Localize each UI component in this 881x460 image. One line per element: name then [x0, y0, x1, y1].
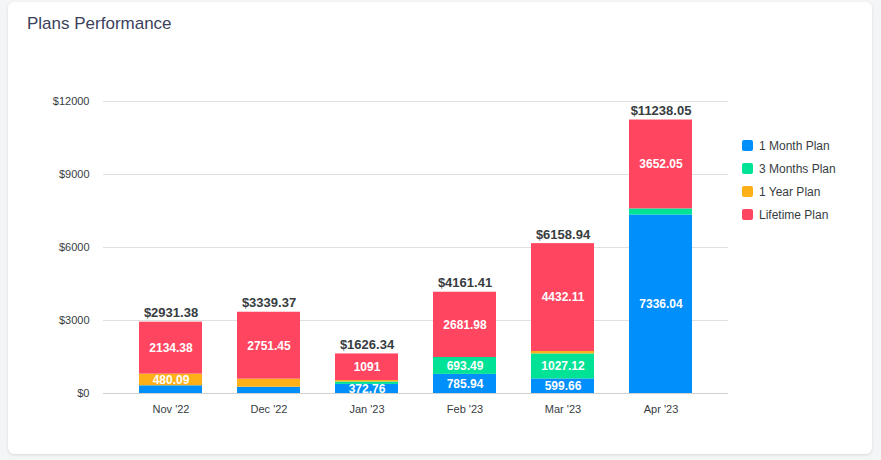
svg-text:7336.04: 7336.04	[639, 297, 683, 311]
svg-text:$1626.34: $1626.34	[340, 337, 395, 352]
svg-text:3652.05: 3652.05	[639, 157, 683, 171]
svg-text:1027.12: 1027.12	[541, 359, 585, 373]
svg-text:Mar '23: Mar '23	[545, 403, 581, 415]
svg-text:Nov '22: Nov '22	[153, 403, 190, 415]
svg-text:2681.98: 2681.98	[443, 318, 487, 332]
svg-text:Dec '22: Dec '22	[251, 403, 288, 415]
svg-text:480.09: 480.09	[153, 373, 190, 387]
svg-text:Apr '23: Apr '23	[644, 403, 679, 415]
svg-text:1091: 1091	[354, 360, 381, 374]
svg-text:Feb '23: Feb '23	[447, 403, 483, 415]
svg-text:$11238.05: $11238.05	[631, 103, 692, 118]
svg-text:Jan '23: Jan '23	[349, 403, 384, 415]
html-text:Lifetime Plan: Lifetime Plan	[759, 207, 829, 222]
svg-text:4432.11: 4432.11	[542, 290, 585, 304]
svg-text:$3339.37: $3339.37	[242, 295, 296, 310]
svg-text:372.76: 372.76	[348, 381, 386, 396]
svg-text:785.94: 785.94	[447, 377, 484, 391]
svg-text:$3000: $3000	[59, 314, 90, 326]
html-text:3 Months Plan: 3 Months Plan	[759, 161, 836, 176]
svg-text:693.49: 693.49	[447, 359, 484, 373]
svg-text:$9000: $9000	[59, 168, 90, 180]
html-text:Plans Performance: Plans Performance	[27, 14, 172, 33]
svg-text:$6000: $6000	[59, 241, 90, 253]
svg-text:2751.45: 2751.45	[247, 339, 291, 353]
html-text:1 Year Plan: 1 Year Plan	[759, 184, 821, 199]
svg-text:$2931.38: $2931.38	[144, 305, 198, 320]
svg-text:599.66: 599.66	[545, 379, 582, 393]
svg-text:$4161.41: $4161.41	[438, 275, 492, 290]
svg-text:$6158.94: $6158.94	[536, 227, 591, 242]
svg-text:2134.38: 2134.38	[149, 341, 193, 355]
svg-text:$0: $0	[77, 387, 89, 399]
svg-text:$12000: $12000	[53, 95, 90, 107]
html-text:1 Month Plan: 1 Month Plan	[759, 138, 830, 153]
